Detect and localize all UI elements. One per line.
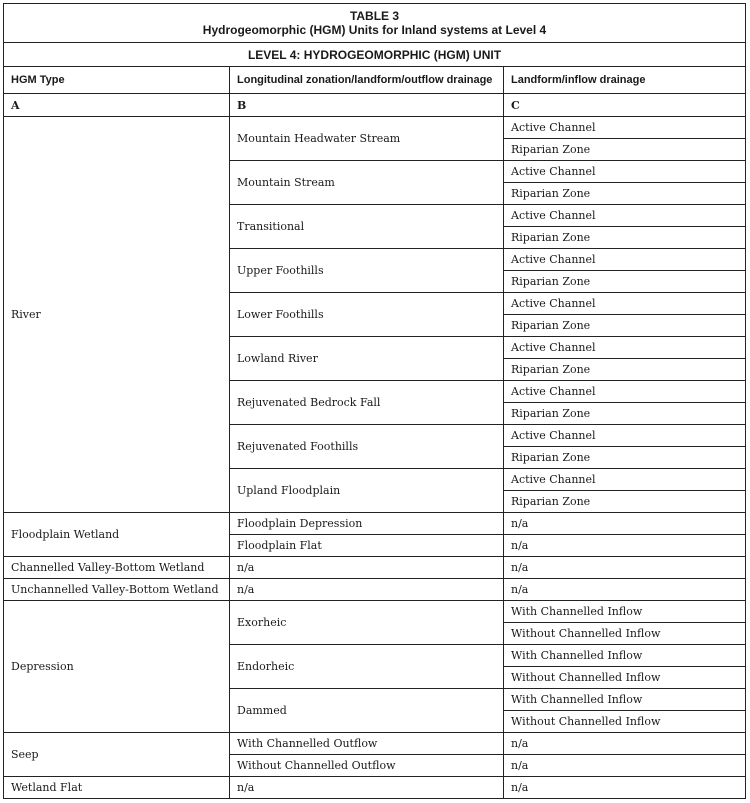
inflow-drainage-cell: Active Channel: [502, 336, 747, 359]
inflow-drainage-cell: Riparian Zone: [502, 138, 747, 161]
inflow-drainage-cell: Active Channel: [502, 468, 747, 491]
zonation-cell: Lower Foothills: [229, 292, 504, 337]
inflow-drainage-cell: Active Channel: [502, 248, 747, 271]
zonation-cell: With Channelled Outflow: [229, 732, 504, 755]
hgm-type-cell: Channelled Valley-Bottom Wetland: [3, 556, 230, 579]
inflow-drainage-cell: Riparian Zone: [502, 358, 747, 381]
inflow-drainage-cell: Riparian Zone: [502, 314, 747, 337]
zonation-cell: Mountain Stream: [229, 160, 504, 205]
inflow-drainage-cell: Riparian Zone: [502, 490, 747, 513]
zonation-cell: Rejuvenated Bedrock Fall: [229, 380, 504, 425]
hgm-type-cell: Depression: [3, 600, 230, 733]
table-row: Channelled Valley-Bottom Wetland n/a n/a: [3, 556, 747, 579]
table-row: Unchannelled Valley-Bottom Wetland n/a n/a: [3, 578, 747, 601]
table-row: Depression Exorheic With Channelled Inflow: [3, 600, 747, 733]
table-row: Lower Foothills Active Channel: [4, 292, 747, 337]
inflow-drainage-cell: n/a: [502, 512, 747, 535]
hgm-type-cell: Wetland Flat: [3, 776, 230, 799]
inflow-drainage-cell: Without Channelled Inflow: [502, 710, 747, 733]
zonation-cell: Upper Foothills: [229, 248, 504, 293]
inflow-drainage-cell: Riparian Zone: [502, 402, 747, 425]
inflow-drainage-cell: Active Channel: [502, 292, 747, 315]
zonation-cell: Dammed: [229, 688, 504, 733]
table-label: TABLE 3: [349, 9, 400, 23]
column-header-longitudinal: Longitudinal zonation/landform/outflow d…: [229, 66, 504, 94]
table-row: Upland Floodplain Active Channel: [4, 468, 747, 513]
table-row: Seep With Channelled Outflow n/a: [3, 732, 747, 777]
table-row: Riparian Zone: [4, 314, 747, 337]
column-header-landform: Landform/inflow drainage: [502, 66, 747, 94]
zonation-cell: n/a: [229, 556, 504, 579]
table-row: Riparian Zone: [4, 358, 747, 381]
column-letter-a: A: [3, 93, 230, 117]
zonation-cell: Rejuvenated Foothills: [229, 424, 504, 469]
table-title: TABLE 3 Hydrogeomorphic (HGM) Units for …: [2, 3, 747, 43]
inflow-drainage-cell: With Channelled Inflow: [502, 600, 747, 623]
zonation-cell: Exorheic: [229, 600, 504, 645]
column-header-hgm-type: HGM Type: [3, 66, 230, 94]
zonation-cell: Without Channelled Outflow: [229, 754, 504, 777]
table-row: Floodplain Wetland Floodplain Depression n…: [3, 512, 747, 557]
inflow-drainage-cell: Active Channel: [502, 380, 747, 403]
inflow-drainage-cell: Active Channel: [502, 424, 747, 447]
hgm-type-cell: Seep: [3, 732, 230, 777]
table-caption: Hydrogeomorphic (HGM) Units for Inland s…: [202, 23, 547, 37]
hgm-type-cell: Unchannelled Valley-Bottom Wetland: [3, 578, 230, 601]
zonation-cell: Endorheic: [229, 644, 504, 689]
header-row: HGM Type Longitudinal zonation/landform/…: [3, 66, 747, 94]
column-letter-c: C: [502, 93, 747, 117]
inflow-drainage-cell: With Channelled Inflow: [502, 644, 747, 667]
inflow-drainage-cell: n/a: [502, 754, 747, 777]
hgm-units-table: TABLE 3 Hydrogeomorphic (HGM) Units for …: [2, 3, 747, 799]
inflow-drainage-cell: n/a: [502, 556, 747, 579]
inflow-drainage-cell: Riparian Zone: [502, 182, 747, 205]
inflow-drainage-cell: Without Channelled Inflow: [502, 622, 747, 645]
table-row: Wetland Flat n/a n/a: [3, 776, 747, 799]
inflow-drainage-cell: n/a: [502, 534, 747, 557]
inflow-drainage-cell: With Channelled Inflow: [502, 688, 747, 711]
inflow-drainage-cell: Without Channelled Inflow: [502, 666, 747, 689]
inflow-drainage-cell: Riparian Zone: [502, 226, 747, 249]
level-heading-row: LEVEL 4: HYDROGEOMORPHIC (HGM) UNIT: [2, 42, 747, 67]
table-title-row: TABLE 3 Hydrogeomorphic (HGM) Units for …: [2, 3, 747, 43]
zonation-cell: n/a: [229, 578, 504, 601]
inflow-drainage-cell: n/a: [502, 578, 747, 601]
table-row: Rejuvenated Foothills Active Channel: [4, 424, 747, 469]
zonation-cell: n/a: [229, 776, 504, 799]
zonation-cell: Floodplain Depression: [229, 512, 504, 535]
zonation-cell: Upland Floodplain: [229, 468, 504, 513]
table-row: Lowland River Active Channel: [4, 336, 747, 381]
zonation-cell: Mountain Headwater Stream: [229, 116, 504, 161]
zonation-cell: Lowland River: [229, 336, 504, 381]
table-row: Transitional Active Channel: [4, 204, 747, 249]
inflow-drainage-cell: Riparian Zone: [502, 270, 747, 293]
zonation-cell: Floodplain Flat: [229, 534, 504, 557]
column-letter-b: B: [229, 93, 504, 117]
hgm-type-cell: Floodplain Wetland: [3, 512, 230, 557]
table-row: Rejuvenated Bedrock Fall Active Channel: [4, 380, 747, 425]
zonation-cell: Transitional: [229, 204, 504, 249]
inflow-drainage-cell: Riparian Zone: [502, 446, 747, 469]
inflow-drainage-cell: n/a: [502, 776, 747, 799]
level-heading: LEVEL 4: HYDROGEOMORPHIC (HGM) UNIT: [2, 42, 747, 67]
table-row: Mountain Stream Active Channel: [4, 160, 747, 205]
inflow-drainage-cell: n/a: [502, 732, 747, 755]
table-row: Upper Foothills Active Channel: [4, 248, 747, 293]
hgm-type-cell: River: [3, 116, 230, 513]
inflow-drainage-cell: Active Channel: [502, 116, 747, 139]
inflow-drainage-cell: Active Channel: [502, 204, 747, 227]
table-row: River Mountain Headwater Stream Active Cha…: [3, 116, 747, 513]
column-letters-row: A B C: [3, 93, 747, 117]
table-row: Dammed With Channelled Inflow: [4, 688, 747, 733]
inflow-drainage-cell: Active Channel: [502, 160, 747, 183]
